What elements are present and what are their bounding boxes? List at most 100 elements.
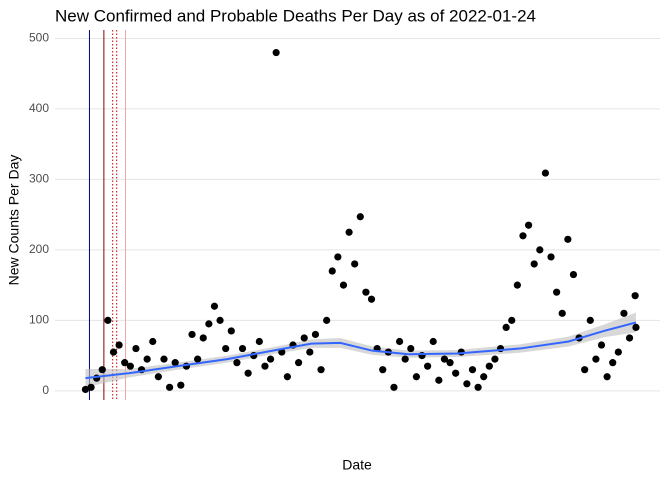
point	[474, 383, 482, 391]
point	[121, 359, 129, 367]
point	[581, 366, 589, 374]
point	[401, 355, 409, 363]
point	[564, 235, 572, 243]
point	[536, 246, 544, 254]
point	[468, 366, 477, 374]
point	[440, 355, 449, 363]
point	[311, 330, 320, 339]
point	[412, 373, 420, 381]
point	[524, 221, 533, 229]
point	[323, 316, 331, 324]
point	[339, 281, 348, 289]
point	[188, 330, 196, 339]
point	[255, 337, 263, 346]
point	[362, 288, 370, 296]
point	[126, 362, 134, 370]
point	[261, 362, 269, 370]
point	[558, 309, 566, 317]
y-tick-label: 0	[42, 383, 49, 397]
point	[244, 369, 252, 377]
point	[272, 48, 280, 57]
point	[452, 369, 460, 377]
point	[569, 270, 578, 279]
point	[132, 344, 140, 353]
point	[547, 253, 555, 261]
y-axis-title: New Counts Per Day	[6, 155, 22, 286]
point	[407, 344, 415, 353]
point	[485, 362, 493, 370]
point	[233, 359, 241, 367]
point	[300, 334, 308, 342]
point	[541, 169, 550, 177]
point	[165, 383, 174, 391]
point	[379, 366, 387, 374]
point	[227, 327, 235, 335]
point	[480, 373, 488, 381]
y-tick-label: 100	[29, 313, 49, 327]
point	[210, 302, 219, 310]
point	[104, 316, 112, 324]
point	[98, 366, 106, 374]
point	[395, 337, 404, 346]
confidence-band	[85, 312, 636, 388]
point	[463, 380, 471, 388]
point	[109, 348, 118, 356]
point	[160, 355, 168, 363]
point	[519, 232, 527, 240]
point	[199, 334, 207, 342]
point	[356, 213, 364, 221]
point	[317, 366, 325, 374]
point	[334, 253, 342, 261]
point	[154, 373, 162, 381]
point	[205, 320, 213, 328]
x-axis-title: Date	[342, 457, 372, 473]
point	[614, 348, 622, 356]
point	[81, 385, 90, 394]
point	[631, 292, 639, 300]
point	[238, 344, 247, 353]
point	[171, 359, 179, 367]
point	[149, 337, 157, 346]
point	[435, 376, 443, 384]
point	[592, 355, 600, 363]
point	[502, 323, 510, 332]
point	[295, 359, 303, 367]
point	[283, 373, 291, 381]
smooth-line	[85, 321, 637, 380]
point	[424, 362, 432, 370]
point	[429, 337, 437, 346]
point	[266, 355, 275, 363]
point	[625, 334, 634, 342]
point	[620, 309, 628, 317]
point	[328, 267, 336, 275]
point	[367, 295, 376, 303]
point	[222, 344, 230, 353]
point	[586, 316, 594, 324]
point	[603, 373, 611, 381]
point	[216, 316, 224, 324]
point	[609, 359, 617, 367]
point	[345, 228, 353, 236]
point	[632, 323, 640, 332]
point	[446, 359, 454, 367]
point	[530, 260, 538, 268]
y-tick-label: 500	[29, 31, 49, 45]
point	[553, 288, 561, 296]
y-tick-label: 400	[29, 101, 49, 115]
point	[177, 381, 185, 389]
point	[597, 341, 606, 349]
chart-title: New Confirmed and Probable Deaths Per Da…	[55, 6, 536, 25]
y-tick-label: 300	[29, 172, 49, 186]
point	[351, 260, 359, 268]
point	[491, 355, 499, 363]
y-tick-label: 200	[29, 242, 49, 256]
point	[115, 341, 123, 349]
point	[508, 316, 516, 324]
point	[194, 355, 202, 363]
point	[306, 348, 314, 356]
point	[390, 383, 398, 391]
point	[87, 383, 95, 391]
point	[143, 355, 151, 363]
